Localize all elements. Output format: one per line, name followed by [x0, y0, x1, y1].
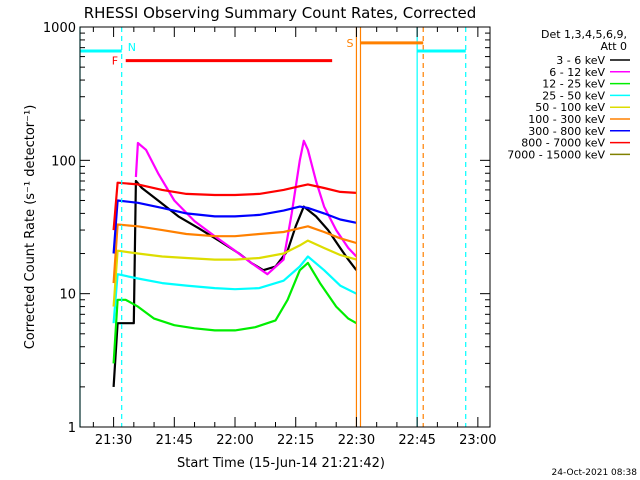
legend-label: 300 - 800 keV	[528, 125, 605, 138]
y-tick-label: 1	[68, 421, 76, 436]
series-line-3	[112, 261, 357, 364]
x-tick-label: 23:00	[459, 433, 496, 448]
vertical-marker-label: N	[128, 41, 136, 54]
plot-frame	[79, 26, 491, 428]
series-line-2	[134, 139, 358, 276]
x-tick-label: 22:45	[398, 433, 435, 448]
x-axis: 21:30 21:45 22:00 22:15 22:30 22:45 23:00	[92, 27, 497, 448]
flag-label-f: F	[112, 55, 118, 68]
x-tick-label: 21:45	[156, 433, 193, 448]
y-tick-label: 1000	[43, 21, 76, 36]
series-line-7	[112, 199, 357, 254]
legend-label: 100 - 300 keV	[528, 113, 605, 126]
legend-label: 800 - 7000 keV	[521, 137, 605, 150]
legend-label: 7000 - 15000 keV	[507, 148, 605, 161]
x-tick-label: 21:30	[95, 433, 132, 448]
y-tick-label: 100	[51, 154, 76, 169]
legend-header: Det 1,3,4,5,6,9,	[541, 28, 627, 41]
legend-header: Att 0	[601, 40, 627, 53]
y-tick-label: 10	[59, 288, 76, 303]
plot-area: NF S	[79, 26, 491, 428]
legend-label: 50 - 100 keV	[535, 101, 605, 114]
series-line-4	[112, 255, 357, 324]
series-line-8	[112, 181, 357, 231]
x-tick-label: 22:15	[277, 433, 314, 448]
x-tick-label: 22:00	[216, 433, 253, 448]
footer-timestamp: 24-Oct-2021 08:38	[552, 468, 638, 478]
legend-label: 3 - 6 keV	[556, 54, 605, 67]
x-axis-label: Start Time (15-Jun-14 21:21:42)	[177, 456, 385, 471]
legend-label: 12 - 25 keV	[542, 78, 605, 91]
y-axis: 1 10 100 1000	[43, 21, 490, 436]
series-line-5	[112, 239, 357, 307]
legend-label: 6 - 12 keV	[549, 66, 605, 79]
flag-label-s: S	[346, 37, 353, 50]
series-line-6	[112, 223, 357, 284]
x-tick-label: 22:30	[338, 433, 375, 448]
chart-title: RHESSI Observing Summary Count Rates, Co…	[84, 4, 477, 22]
y-axis-label: Corrected Count Rate (s⁻¹ detector⁻¹)	[23, 105, 38, 350]
legend-label: 25 - 50 keV	[542, 89, 605, 102]
